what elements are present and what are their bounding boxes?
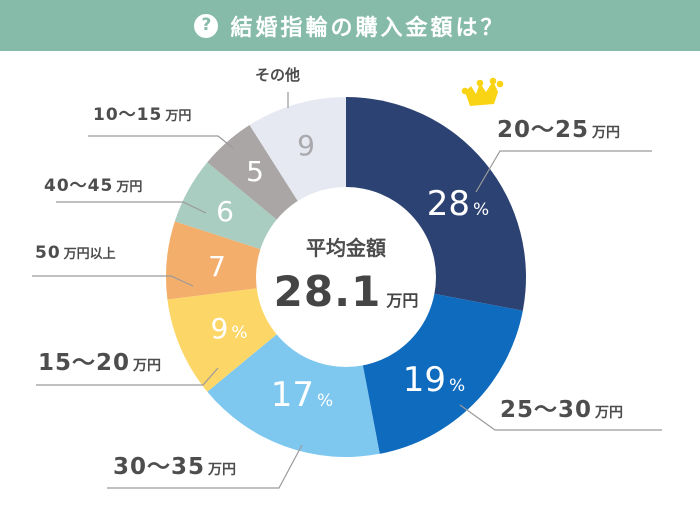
label-50-over: 50 万円以上	[35, 243, 116, 263]
label-15-20: 15～20 万円	[38, 350, 162, 376]
value-40-45: 6	[216, 195, 234, 228]
value-30-35: 17%	[270, 375, 334, 415]
leader-30-35	[107, 444, 303, 489]
label-10-15: 10～15 万円	[93, 105, 192, 125]
crown-icon	[461, 77, 504, 106]
label-40-45: 40～45 万円	[44, 176, 143, 196]
average-title: 平均金額	[306, 236, 386, 260]
leader-25-30	[459, 404, 662, 431]
label-20-25: 20～25 万円	[497, 117, 621, 143]
leader-50-over	[32, 275, 194, 287]
average-value: 28.1 万円	[273, 267, 419, 316]
value-10-15: 5	[246, 155, 264, 188]
average-summary: 平均金額 28.1 万円	[256, 187, 436, 367]
value-25-30: 19%	[402, 360, 466, 400]
label-30-35: 30～35 万円	[113, 454, 237, 480]
title-bar: ? 結婚指輪の購入金額は？	[0, 0, 700, 51]
value-15-20: 9%	[210, 312, 248, 345]
donut-hole	[256, 187, 436, 367]
question-circle-icon: ?	[194, 13, 219, 38]
label-other: その他	[255, 66, 301, 84]
value-50-over: 7	[208, 250, 226, 283]
value-20-25: 28%	[426, 184, 490, 224]
leader-lines	[32, 92, 662, 489]
chart-title: 結婚指輪の購入金額は？	[230, 15, 506, 41]
leader-40-45	[56, 201, 207, 214]
label-25-30: 25～30 万円	[500, 397, 624, 423]
leader-15-20	[36, 367, 219, 386]
leader-20-25	[475, 150, 652, 193]
value-other: 9	[297, 129, 315, 162]
leader-10-15	[88, 135, 234, 149]
